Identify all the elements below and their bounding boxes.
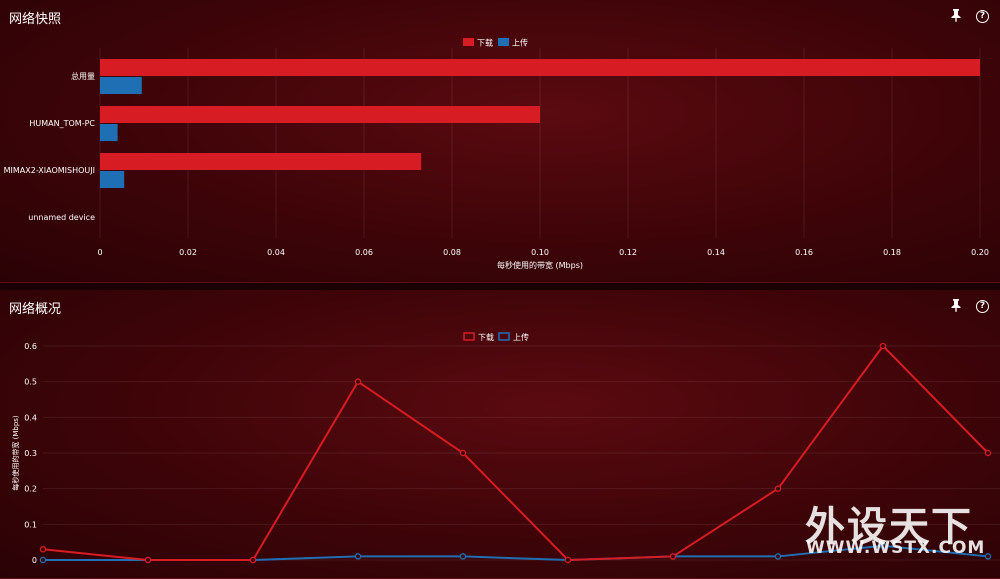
bar-chart: 0 0.02 0.04 0.06 0.08 0.10 0.12 0.14 0.16 0.18 0.2… (4, 38, 989, 271)
overview-title: 网络概况 (9, 302, 62, 317)
x-tick-label: 0.02 (179, 248, 197, 257)
data-point-upload (459, 553, 467, 560)
pin-icon[interactable] (948, 298, 964, 314)
network-overview-panel: 网络概况 ? 0 0.1 0.2 0.3 0.4 0.5 0.6 每秒使用的带宽 (Mbps)… (0, 290, 1000, 579)
x-tick-label: 0.10 (531, 248, 549, 257)
data-point-download (144, 556, 152, 564)
legend-swatch-upload (498, 38, 509, 46)
data-point-upload (774, 553, 782, 560)
bar-download (100, 106, 540, 123)
data-point-upload (39, 556, 47, 564)
bar-upload (100, 124, 118, 141)
y-tick-label: 0.1 (24, 520, 37, 529)
bar-download (100, 153, 422, 170)
category-label: MIMAX2-XIAOMISHOUJI (4, 166, 95, 175)
data-point-upload (354, 553, 362, 560)
x-tick-label: 0.14 (707, 248, 725, 257)
legend-swatch-download (463, 38, 474, 46)
category-label: HUMAN_TOM-PC (29, 119, 95, 128)
help-icon[interactable]: ? (976, 300, 989, 313)
pin-icon[interactable] (948, 8, 964, 24)
watermark-url: WWW.WSTX.COM (806, 538, 986, 558)
x-tick-label: 0 (97, 248, 102, 257)
x-tick-label: 0.16 (795, 248, 813, 257)
data-point-download (459, 449, 467, 457)
y-tick-label: 0.4 (24, 413, 37, 422)
category-label: 总用量 (71, 71, 95, 81)
line-chart: 0 0.1 0.2 0.3 0.4 0.5 0.6 每秒使用的带宽 (Mbps) 下载 上传 (11, 332, 1000, 565)
legend-swatch-upload (498, 332, 510, 341)
legend-label-upload: 上传 (513, 332, 529, 342)
y-axis-label: 每秒使用的带宽 (Mbps) (11, 415, 20, 491)
help-icon[interactable]: ? (976, 10, 989, 23)
y-tick-label: 0.3 (24, 449, 37, 458)
series-line-download (42, 344, 989, 562)
x-tick-label: 0.06 (355, 248, 373, 257)
x-tick-label: 0.18 (883, 248, 901, 257)
y-tick-label: 0.2 (24, 485, 37, 494)
x-tick-label: 0.08 (443, 248, 461, 257)
legend-label-upload: 上传 (512, 38, 528, 48)
legend-label-download: 下载 (477, 38, 493, 48)
x-tick-label: 0.12 (619, 248, 637, 257)
data-point-download (39, 546, 47, 553)
data-point-download (249, 556, 257, 564)
x-tick-label: 0.20 (971, 248, 989, 257)
category-label: unnamed device (28, 213, 95, 222)
data-point-download (564, 556, 572, 564)
bar-upload (100, 171, 125, 188)
x-tick-label: 0.04 (267, 248, 285, 257)
data-point-download (984, 449, 992, 457)
data-point-download (879, 342, 887, 350)
legend-label-download: 下载 (478, 332, 494, 342)
y-tick-label: 0.5 (24, 378, 37, 387)
y-tick-label: 0.6 (24, 342, 37, 351)
legend-swatch-download (463, 332, 475, 341)
bar-upload (100, 77, 142, 94)
bar-download (100, 59, 980, 76)
data-point-download (774, 485, 782, 492)
watermark-text: 外设天下 (805, 504, 973, 550)
data-point-upload (984, 553, 992, 560)
x-axis-label: 每秒使用的带宽 (Mbps) (497, 260, 583, 270)
data-point-upload (879, 542, 887, 549)
data-point-download (669, 553, 677, 560)
data-point-download (354, 378, 362, 385)
y-tick-label: 0 (32, 556, 37, 565)
network-snapshot-panel: 网络快照 ? 0 0.02 0.04 0.06 0.08 0.10 0.12 0.14 0.16… (0, 0, 1000, 283)
snapshot-title: 网络快照 (9, 12, 62, 27)
